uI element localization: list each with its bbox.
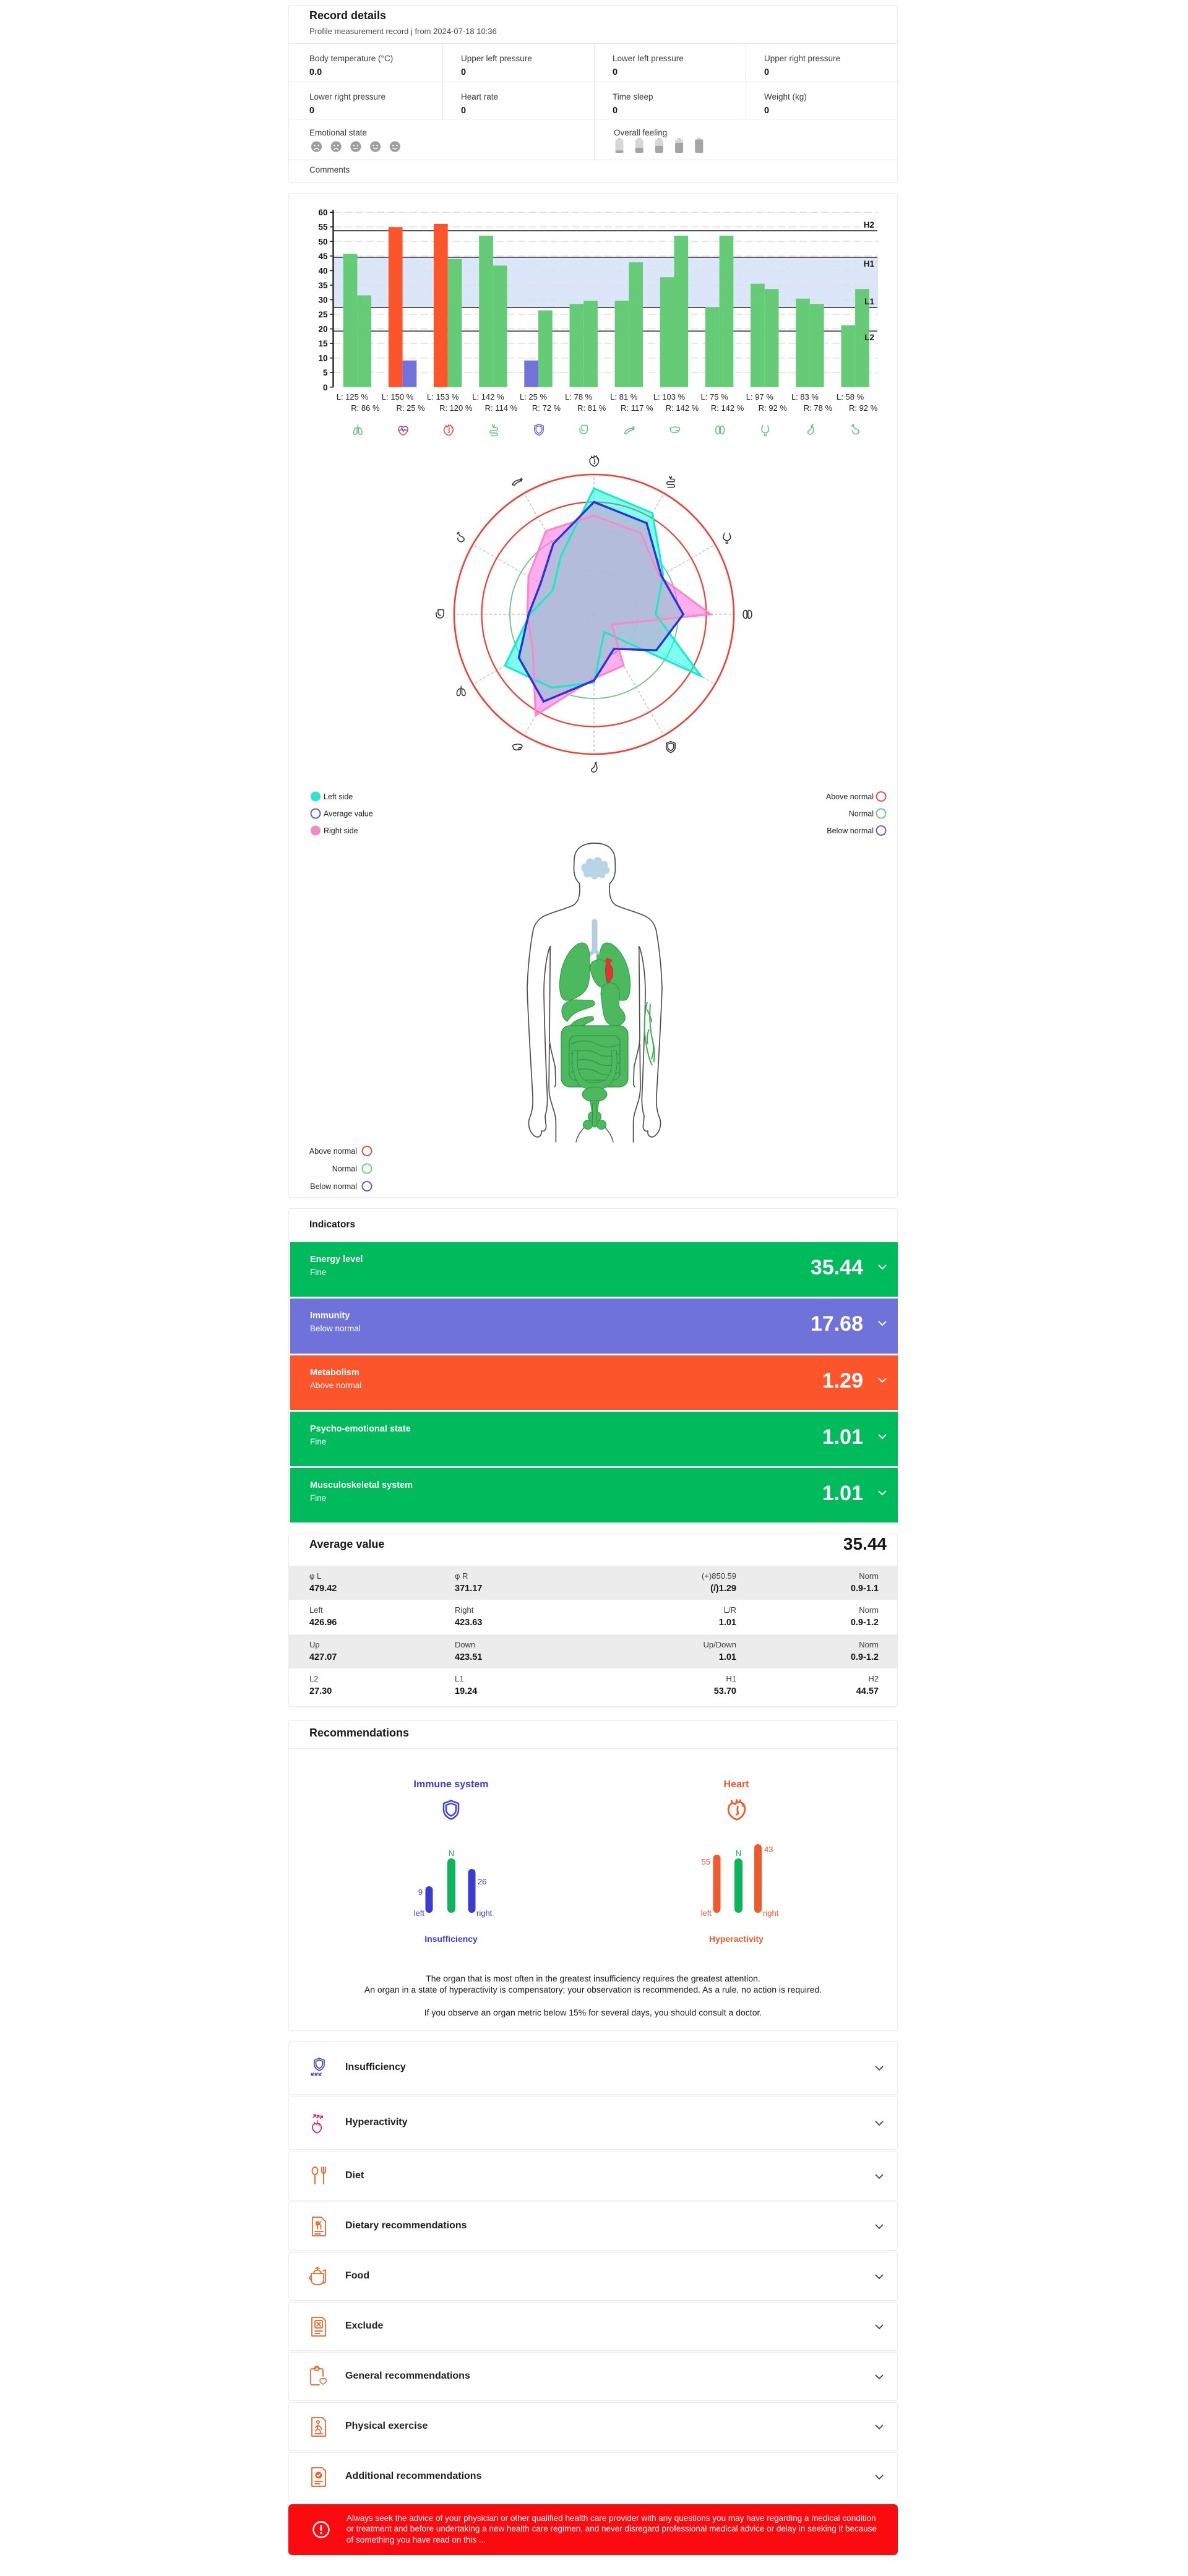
svg-text:R: 78 %: R: 78 % [804, 403, 833, 413]
svg-text:H1: H1 [864, 259, 875, 268]
svg-text:Normal: Normal [332, 1165, 357, 1174]
svg-text:R: 86 %: R: 86 % [351, 403, 380, 413]
svg-text:0: 0 [323, 383, 328, 392]
svg-text:45: 45 [318, 252, 328, 261]
svg-text:R: 142 %: R: 142 % [666, 403, 699, 413]
svg-text:L: 142 %: L: 142 % [472, 392, 504, 401]
svg-text:R: 114 %: R: 114 % [485, 403, 518, 413]
svg-text:9: 9 [418, 1887, 423, 1897]
svg-text:Right side: Right side [324, 826, 358, 835]
svg-text:R: 72 %: R: 72 % [532, 403, 561, 413]
svg-text:left: left [701, 1908, 712, 1918]
svg-text:R: 92 %: R: 92 % [759, 403, 788, 413]
svg-text:L: 81 %: L: 81 % [610, 392, 638, 401]
svg-text:L: 83 %: L: 83 % [791, 392, 819, 401]
svg-text:25: 25 [318, 310, 328, 319]
svg-text:L: 125 %: L: 125 % [337, 392, 369, 401]
svg-text:L2: L2 [864, 333, 874, 342]
svg-text:50: 50 [318, 237, 327, 246]
svg-text:5: 5 [323, 368, 328, 377]
svg-text:L: 97 %: L: 97 % [746, 392, 774, 401]
svg-text:30: 30 [318, 296, 327, 305]
svg-text:26: 26 [478, 1877, 486, 1886]
svg-text:35: 35 [318, 281, 328, 290]
svg-text:43: 43 [764, 1845, 773, 1854]
svg-text:Above normal: Above normal [826, 792, 874, 801]
svg-text:right: right [476, 1908, 493, 1918]
svg-text:Below normal: Below normal [827, 826, 874, 835]
svg-text:L: 103 %: L: 103 % [653, 392, 686, 401]
svg-text:Normal: Normal [849, 810, 874, 818]
svg-text:20: 20 [318, 325, 327, 334]
svg-text:L: 58 %: L: 58 % [837, 392, 864, 401]
svg-text:L: 25 %: L: 25 % [520, 392, 548, 401]
svg-text:55: 55 [702, 1857, 710, 1866]
svg-text:Left side: Left side [324, 792, 353, 801]
svg-text:L: 78 %: L: 78 % [565, 392, 593, 401]
svg-text:R: 120 %: R: 120 % [439, 403, 473, 413]
svg-text:15: 15 [318, 339, 328, 348]
svg-text:R: 81 %: R: 81 % [577, 403, 606, 413]
svg-text:R: 117 %: R: 117 % [621, 403, 653, 413]
svg-text:Above normal: Above normal [309, 1147, 357, 1156]
svg-text:left: left [414, 1908, 425, 1918]
svg-text:L: 153 %: L: 153 % [427, 392, 459, 401]
svg-text:R: 25 %: R: 25 % [396, 403, 425, 413]
svg-text:H2: H2 [864, 220, 874, 230]
svg-text:40: 40 [318, 266, 327, 275]
svg-text:right: right [763, 1908, 779, 1918]
svg-text:N: N [449, 1848, 454, 1858]
svg-text:L1: L1 [864, 297, 874, 306]
svg-text:R: 92 %: R: 92 % [849, 403, 878, 413]
svg-text:L: 150 %: L: 150 % [382, 392, 414, 401]
svg-text:55: 55 [318, 223, 328, 232]
svg-text:R: 142 %: R: 142 % [711, 403, 744, 413]
svg-text:Below normal: Below normal [310, 1182, 357, 1191]
svg-text:60: 60 [318, 208, 327, 217]
svg-text:L: 75 %: L: 75 % [701, 392, 729, 401]
svg-text:10: 10 [318, 354, 327, 363]
svg-text:Average value: Average value [324, 810, 373, 818]
svg-text:N: N [736, 1848, 741, 1858]
